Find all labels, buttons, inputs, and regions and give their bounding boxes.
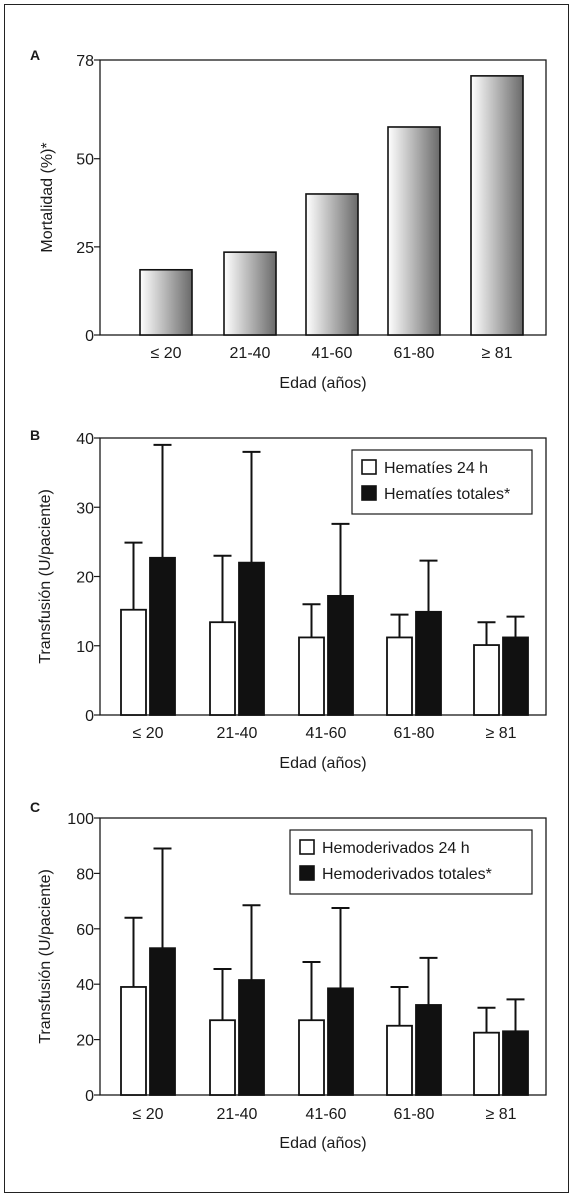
bar [327,987,354,1096]
bar [298,1019,325,1096]
legend-label: Hemoderivados totales* [322,866,492,883]
bar [139,268,193,336]
y-tick-label: 20 [76,1033,94,1050]
bar [209,1019,236,1096]
bar [238,979,265,1096]
y-tick-label: 25 [76,240,94,257]
bar [502,1030,529,1096]
y-tick-label: 0 [85,708,94,725]
x-tick-label: ≥ 81 [485,725,516,742]
bar [473,644,500,716]
bar [120,986,147,1096]
x-tick-label: 21-40 [217,1106,258,1123]
y-tick-label: 40 [76,431,94,448]
bar [386,636,413,716]
y-tick-label: 0 [85,1088,94,1105]
panel-letter-B: B [30,427,40,443]
x-tick-label: 21-40 [230,345,271,362]
legend-box [289,829,533,895]
x-tick-label: 41-60 [312,345,353,362]
legend-label: Hematíes totales* [384,486,510,503]
y-tick-label: 50 [76,152,94,169]
legend-swatch [361,459,377,475]
legend-swatch [361,485,377,501]
bar [305,193,359,336]
x-tick-label: 21-40 [217,725,258,742]
x-axis-label: Edad (años) [279,375,366,392]
x-tick-label: 41-60 [306,1106,347,1123]
y-tick-label: 100 [67,811,94,828]
bar [327,594,354,716]
y-tick-label: 10 [76,639,94,656]
y-tick-label: 0 [85,328,94,345]
bar [149,947,176,1096]
bar [238,561,265,716]
y-axis-label: Transfusión (U/paciente) [37,869,54,1044]
y-tick-label: 78 [76,53,94,70]
x-tick-label: 61-80 [394,725,435,742]
y-axis-label: Transfusión (U/paciente) [37,489,54,664]
x-tick-label: ≤ 20 [132,1106,163,1123]
bar [415,1004,442,1096]
y-tick-label: 80 [76,866,94,883]
y-tick-label: 30 [76,500,94,517]
bar [470,75,524,336]
x-tick-label: ≤ 20 [150,345,181,362]
y-axis-label: Mortalidad (%)* [39,142,56,252]
bar [209,621,236,716]
figure-frame [4,4,569,1193]
bar [386,1024,413,1096]
x-tick-label: 61-80 [394,1106,435,1123]
legend-swatch [299,865,315,881]
bar [149,556,176,716]
x-axis-label: Edad (años) [279,755,366,772]
x-tick-label: ≥ 81 [481,345,512,362]
bar [473,1031,500,1096]
x-tick-label: 41-60 [306,725,347,742]
legend-box [351,449,533,515]
y-tick-label: 40 [76,977,94,994]
panel-letter-A: A [30,47,40,63]
y-tick-label: 20 [76,570,94,587]
x-axis-label: Edad (años) [279,1135,366,1152]
bar [223,251,277,336]
bar [387,126,441,336]
panel-letter-C: C [30,799,40,815]
x-tick-label: ≤ 20 [132,725,163,742]
legend-label: Hemoderivados 24 h [322,840,470,857]
y-tick-label: 60 [76,922,94,939]
x-tick-label: ≥ 81 [485,1106,516,1123]
bar [298,636,325,716]
bar [502,636,529,716]
legend-label: Hematíes 24 h [384,460,488,477]
x-tick-label: 61-80 [394,345,435,362]
bar [120,608,147,716]
legend-swatch [299,839,315,855]
bar [415,610,442,716]
